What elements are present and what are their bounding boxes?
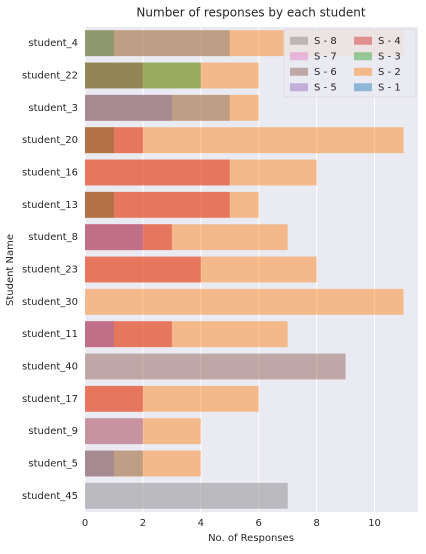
bar <box>85 191 114 218</box>
legend-label: S - 2 <box>378 67 401 78</box>
y-tick-label: student_40 <box>22 362 78 373</box>
bar <box>85 321 172 348</box>
legend-label: S - 8 <box>314 36 337 47</box>
legend-label: S - 5 <box>314 82 337 93</box>
legend-swatch <box>290 83 308 92</box>
y-axis-label: Student Name <box>5 234 16 306</box>
bar <box>85 62 259 89</box>
y-tick-label: student_4 <box>28 38 78 49</box>
bar <box>85 127 143 154</box>
bar <box>85 30 114 57</box>
bar <box>85 127 404 154</box>
bar <box>85 321 288 348</box>
bar <box>85 385 143 412</box>
bar <box>85 224 288 251</box>
bar <box>85 159 317 186</box>
bar <box>85 191 259 218</box>
chart-title: Number of responses by each student <box>136 6 365 20</box>
bar <box>85 224 143 251</box>
x-axis-label: No. of Responses <box>208 533 294 544</box>
bar <box>85 224 172 251</box>
legend-swatch <box>290 67 308 76</box>
bar <box>85 94 259 121</box>
y-tick-label: student_22 <box>22 71 78 82</box>
legend-label: S - 3 <box>378 51 401 62</box>
y-tick-label: student_8 <box>28 232 78 243</box>
bar <box>85 418 201 445</box>
y-tick-label: student_16 <box>22 168 78 179</box>
bar <box>85 418 143 445</box>
bar <box>85 385 259 412</box>
legend-box <box>283 28 417 98</box>
bar <box>85 288 404 315</box>
legend-swatch <box>354 36 372 45</box>
x-tick-label: 6 <box>256 518 262 529</box>
y-tick-label: student_5 <box>28 459 78 470</box>
legend-swatch <box>354 83 372 92</box>
y-tick-label: student_9 <box>28 426 78 437</box>
y-tick-label: student_45 <box>22 491 78 502</box>
bar <box>85 62 201 89</box>
plot-area <box>85 27 418 512</box>
x-tick-label: 4 <box>198 518 204 529</box>
bar <box>85 450 201 477</box>
bar <box>85 353 346 380</box>
y-tick-label: student_23 <box>22 265 78 276</box>
legend-swatch <box>354 52 372 61</box>
legend-label: S - 4 <box>378 36 401 47</box>
bar <box>85 94 230 121</box>
legend-label: S - 7 <box>314 51 337 62</box>
legend-swatch <box>290 52 308 61</box>
x-tick-label: 2 <box>140 518 146 529</box>
bar <box>85 30 230 57</box>
y-tick-label: student_20 <box>22 135 78 146</box>
legend-label: S - 6 <box>314 67 337 78</box>
y-tick-label: student_3 <box>28 103 78 114</box>
bar <box>85 191 230 218</box>
bar <box>85 62 143 89</box>
x-tick-label: 0 <box>82 518 88 529</box>
bar <box>85 256 317 283</box>
bar <box>85 482 288 509</box>
bar <box>85 127 114 154</box>
bar <box>85 450 114 477</box>
bar <box>85 94 172 121</box>
legend-swatch <box>354 67 372 76</box>
y-tick-label: student_30 <box>22 297 78 308</box>
y-tick-label: student_13 <box>22 200 78 211</box>
legend-label: S - 1 <box>378 82 401 93</box>
y-tick-label: student_17 <box>22 394 78 405</box>
bar <box>85 159 230 186</box>
bar <box>85 450 143 477</box>
x-tick-label: 8 <box>313 518 319 529</box>
x-tick-label: 10 <box>368 518 381 529</box>
y-tick-label: student_11 <box>22 329 78 340</box>
bar <box>85 256 201 283</box>
legend-swatch <box>290 36 308 45</box>
bar <box>85 321 114 348</box>
